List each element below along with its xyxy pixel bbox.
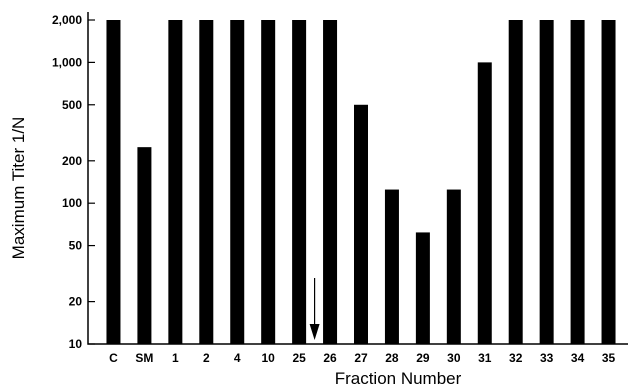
bar-c [106, 20, 121, 344]
bar-27 [354, 104, 368, 345]
x-tick-label: 34 [571, 351, 585, 365]
y-tick-label: 100 [62, 196, 82, 210]
y-tick-label: 50 [69, 239, 83, 253]
annotations [309, 278, 320, 340]
y-tick-label: 10 [69, 337, 83, 351]
y-tick-label: 200 [62, 154, 82, 168]
x-tick-label: 27 [354, 351, 368, 365]
y-tick-label: 2,000 [52, 13, 82, 27]
x-tick-label: 4 [234, 351, 241, 365]
bar-28 [384, 189, 399, 344]
x-tick-label: 35 [602, 351, 616, 365]
y-axis-title: Maximum Titer 1/N [9, 117, 28, 260]
x-tick-label: 32 [509, 351, 523, 365]
bar-25 [292, 20, 307, 344]
x-tick-label: 30 [447, 351, 461, 365]
x-tick-label: 26 [323, 351, 337, 365]
x-axis-title: Fraction Number [335, 369, 462, 388]
bar-4 [230, 20, 245, 344]
x-tick-label: C [109, 351, 118, 365]
x-tick-label: 33 [540, 351, 554, 365]
x-tick-label: 1 [172, 351, 179, 365]
bar-1 [168, 20, 183, 344]
bar-26 [323, 20, 338, 344]
x-tick-label: 10 [261, 351, 275, 365]
bar-35 [601, 20, 616, 344]
bars [106, 20, 616, 345]
y-tick-label: 500 [62, 98, 82, 112]
bar-32 [508, 20, 523, 344]
bar-2 [199, 20, 214, 344]
bar-30 [446, 189, 461, 344]
bar-10 [261, 20, 276, 344]
bar-sm [137, 147, 152, 344]
bar-34 [570, 20, 585, 344]
x-tick-label: 25 [292, 351, 306, 365]
x-tick-label: 28 [385, 351, 399, 365]
x-tick-label: 29 [416, 351, 430, 365]
x-axis-ticks: C SM 1 2 4 10 25 26 27 28 29 30 31 32 33 34 35 [109, 351, 615, 365]
bar-31 [477, 62, 492, 344]
axis-frame [87, 12, 628, 345]
y-tick-label: 20 [69, 295, 83, 309]
y-tick-label: 1,000 [52, 55, 82, 69]
bar-29 [415, 232, 430, 344]
x-tick-label: SM [135, 351, 153, 365]
bar-33 [539, 20, 554, 344]
x-tick-label: 2 [203, 351, 210, 365]
y-axis-ticks: 10 20 50 100 200 500 1,000 2,000 [52, 13, 95, 351]
x-tick-label: 31 [478, 351, 492, 365]
arrow-down-icon [309, 324, 320, 340]
